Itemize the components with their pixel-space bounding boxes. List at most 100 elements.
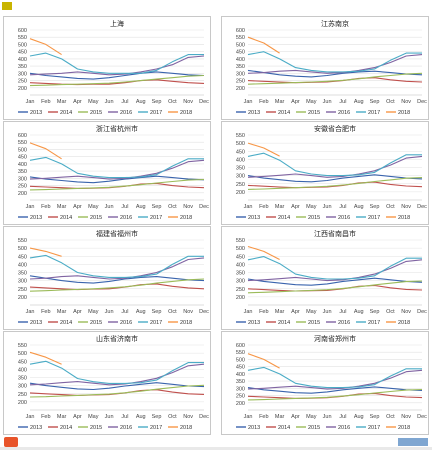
- series-line-2015: [29, 384, 205, 398]
- legend-label: 2018: [180, 215, 192, 221]
- x-tick-label: Sep: [152, 309, 162, 315]
- chart-title: 江苏南京: [321, 19, 349, 28]
- y-tick-label: 250: [18, 287, 27, 293]
- chart-title: 安徽省合肥市: [314, 124, 356, 133]
- series-line-2016: [247, 259, 423, 282]
- footer-strip: [0, 436, 432, 450]
- series-line-2018: [29, 142, 62, 160]
- y-tick-label: 450: [18, 155, 27, 161]
- series-line-2013: [247, 386, 423, 394]
- y-tick-label: 300: [18, 279, 27, 285]
- legend-label: 2014: [60, 320, 72, 326]
- chart-title: 福建省福州市: [96, 229, 138, 238]
- series-line-2015: [29, 278, 205, 292]
- y-tick-label: 550: [236, 350, 245, 356]
- chart-title: 河南省郑州市: [314, 334, 356, 343]
- x-tick-label: Aug: [354, 309, 364, 315]
- chart-title: 浙江省杭州市: [96, 124, 138, 133]
- y-tick-label: 350: [18, 169, 27, 175]
- series-line-2013: [29, 275, 205, 284]
- y-tick-label: 350: [18, 64, 27, 70]
- legend-label: 2017: [150, 320, 162, 326]
- x-tick-label: Nov: [401, 204, 411, 210]
- series-line-2014: [29, 283, 205, 291]
- legend-label: 2015: [90, 215, 102, 221]
- x-tick-label: Apr: [73, 204, 82, 210]
- x-tick-label: Nov: [183, 204, 193, 210]
- series-line-2015: [29, 178, 205, 191]
- y-tick-label: 600: [18, 28, 27, 34]
- series-line-2015: [247, 388, 423, 401]
- y-tick-label: 350: [236, 271, 245, 277]
- x-tick-label: Jun: [105, 414, 114, 420]
- legend-label: 2018: [398, 215, 410, 221]
- x-tick-label: Apr: [73, 309, 82, 315]
- x-tick-label: Mar: [275, 309, 285, 315]
- legend-label: 2013: [30, 215, 42, 221]
- x-tick-label: Feb: [259, 414, 268, 420]
- x-tick-label: Apr: [291, 99, 300, 105]
- legend-label: 2013: [248, 110, 260, 116]
- x-tick-label: Jan: [26, 414, 35, 420]
- chart-shanghai: 上海 200 250 300 350 400 450 500 550 600 Jan Feb Mar Ap…: [3, 16, 211, 120]
- x-tick-label: Dec: [417, 204, 427, 210]
- legend-label: 2014: [278, 110, 290, 116]
- x-tick-label: Dec: [417, 414, 427, 420]
- x-tick-label: Jul: [339, 309, 346, 315]
- legend-label: 2016: [120, 110, 132, 116]
- legend-label: 2014: [278, 320, 290, 326]
- x-tick-label: Jun: [323, 99, 332, 105]
- y-tick-label: 450: [18, 254, 27, 260]
- legend-label: 2013: [30, 425, 42, 431]
- y-tick-label: 450: [236, 50, 245, 56]
- legend-label: 2018: [180, 425, 192, 431]
- series-line-2015: [247, 72, 423, 85]
- y-tick-label: 500: [236, 42, 245, 48]
- y-tick-label: 350: [18, 376, 27, 382]
- y-tick-label: 500: [18, 351, 27, 357]
- series-line-2015: [247, 280, 423, 294]
- legend-label: 2017: [368, 425, 380, 431]
- series-line-2015: [247, 177, 423, 190]
- series-line-2016: [29, 159, 205, 180]
- legend-label: 2014: [278, 425, 290, 431]
- y-tick-label: 400: [18, 57, 27, 63]
- series-line-2016: [247, 155, 423, 178]
- y-tick-label: 300: [236, 71, 245, 77]
- x-tick-label: Jan: [244, 204, 253, 210]
- y-tick-label: 250: [18, 184, 27, 190]
- x-tick-label: May: [88, 309, 99, 315]
- x-tick-label: Oct: [386, 99, 395, 105]
- y-tick-label: 250: [18, 392, 27, 398]
- y-tick-label: 500: [18, 147, 27, 153]
- x-tick-label: Dec: [199, 204, 209, 210]
- legend-label: 2015: [308, 110, 320, 116]
- y-tick-label: 250: [236, 182, 245, 188]
- series-line-2013: [29, 382, 205, 391]
- x-tick-label: May: [306, 309, 317, 315]
- x-tick-label: Jan: [244, 414, 253, 420]
- series-line-2018: [29, 38, 62, 56]
- y-tick-label: 250: [236, 287, 245, 293]
- legend-label: 2018: [398, 425, 410, 431]
- y-tick-label: 250: [236, 394, 245, 400]
- series-line-2014: [247, 392, 423, 399]
- x-tick-label: May: [306, 99, 317, 105]
- y-tick-label: 200: [18, 295, 27, 301]
- legend-label: 2014: [60, 425, 72, 431]
- y-tick-label: 450: [18, 359, 27, 365]
- x-tick-label: Oct: [168, 204, 177, 210]
- x-tick-label: Jul: [339, 414, 346, 420]
- x-tick-label: Sep: [370, 309, 380, 315]
- y-tick-label: 400: [236, 57, 245, 63]
- x-tick-label: Dec: [199, 309, 209, 315]
- x-tick-label: Jun: [105, 309, 114, 315]
- legend-label: 2018: [398, 320, 410, 326]
- x-tick-label: Sep: [370, 414, 380, 420]
- legend-label: 2016: [120, 215, 132, 221]
- legend-label: 2015: [308, 215, 320, 221]
- y-tick-label: 300: [236, 279, 245, 285]
- x-tick-label: Jun: [323, 204, 332, 210]
- x-tick-label: Sep: [152, 414, 162, 420]
- x-tick-label: Oct: [168, 99, 177, 105]
